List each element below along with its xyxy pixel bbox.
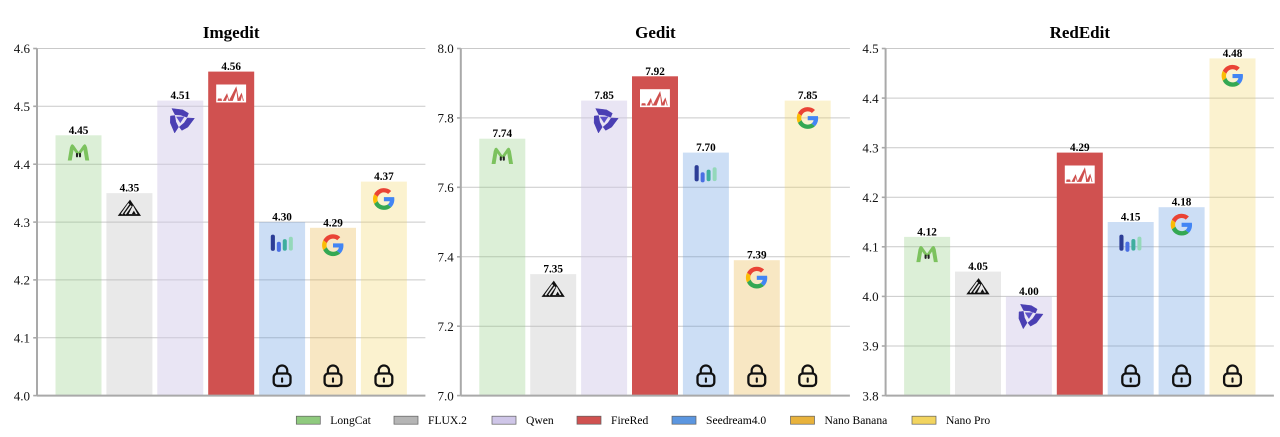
svg-text:Qwen: Qwen bbox=[526, 414, 554, 427]
svg-text:7.92: 7.92 bbox=[645, 66, 665, 78]
svg-text:FLUX.2: FLUX.2 bbox=[428, 414, 467, 427]
svg-text:4.4: 4.4 bbox=[862, 91, 879, 106]
svg-text:Imgedit: Imgedit bbox=[203, 23, 260, 42]
svg-text:FireRed: FireRed bbox=[611, 414, 649, 427]
svg-text:RedEdit: RedEdit bbox=[1050, 23, 1111, 42]
svg-text:4.48: 4.48 bbox=[1223, 48, 1243, 60]
svg-text:4.12: 4.12 bbox=[917, 226, 937, 238]
svg-text:Nano Banana: Nano Banana bbox=[825, 414, 888, 427]
svg-text:4.29: 4.29 bbox=[1070, 142, 1090, 154]
svg-text:4.37: 4.37 bbox=[374, 171, 394, 183]
svg-text:4.56: 4.56 bbox=[221, 61, 241, 73]
svg-text:7.2: 7.2 bbox=[438, 319, 454, 334]
svg-text:4.00: 4.00 bbox=[1019, 286, 1039, 298]
svg-text:4.15: 4.15 bbox=[1121, 212, 1141, 224]
svg-text:4.3: 4.3 bbox=[14, 215, 30, 230]
svg-text:4.1: 4.1 bbox=[14, 331, 30, 346]
svg-text:7.8: 7.8 bbox=[438, 111, 454, 126]
svg-text:7.85: 7.85 bbox=[594, 90, 614, 102]
svg-text:4.45: 4.45 bbox=[69, 125, 89, 137]
svg-text:Seedream4.0: Seedream4.0 bbox=[706, 414, 766, 427]
svg-text:4.2: 4.2 bbox=[14, 273, 30, 288]
svg-text:4.18: 4.18 bbox=[1172, 197, 1192, 209]
svg-text:4.5: 4.5 bbox=[862, 41, 878, 56]
svg-text:3.8: 3.8 bbox=[862, 388, 878, 403]
svg-text:4.05: 4.05 bbox=[968, 261, 988, 273]
svg-text:4.3: 4.3 bbox=[862, 140, 878, 155]
svg-text:4.1: 4.1 bbox=[862, 240, 878, 255]
svg-text:4.0: 4.0 bbox=[862, 289, 878, 304]
svg-text:7.4: 7.4 bbox=[438, 250, 455, 265]
svg-text:Nano Pro: Nano Pro bbox=[946, 414, 990, 427]
svg-text:4.4: 4.4 bbox=[14, 157, 31, 172]
svg-text:LongCat: LongCat bbox=[330, 414, 371, 427]
svg-text:7.85: 7.85 bbox=[798, 90, 818, 102]
svg-text:4.5: 4.5 bbox=[14, 99, 30, 114]
svg-text:3.9: 3.9 bbox=[862, 339, 878, 354]
svg-text:8.0: 8.0 bbox=[438, 41, 454, 56]
svg-text:4.2: 4.2 bbox=[862, 190, 878, 205]
svg-text:4.35: 4.35 bbox=[120, 183, 140, 195]
svg-text:7.0: 7.0 bbox=[438, 388, 454, 403]
svg-text:4.6: 4.6 bbox=[14, 41, 31, 56]
svg-text:7.70: 7.70 bbox=[696, 142, 716, 154]
svg-text:7.74: 7.74 bbox=[493, 128, 513, 140]
svg-text:4.0: 4.0 bbox=[14, 388, 30, 403]
svg-text:4.29: 4.29 bbox=[323, 217, 343, 229]
svg-text:4.30: 4.30 bbox=[272, 212, 292, 224]
svg-text:7.35: 7.35 bbox=[543, 264, 563, 276]
svg-text:4.51: 4.51 bbox=[171, 90, 191, 102]
svg-text:7.6: 7.6 bbox=[438, 180, 455, 195]
svg-text:7.39: 7.39 bbox=[747, 250, 767, 262]
svg-text:Gedit: Gedit bbox=[635, 23, 676, 42]
